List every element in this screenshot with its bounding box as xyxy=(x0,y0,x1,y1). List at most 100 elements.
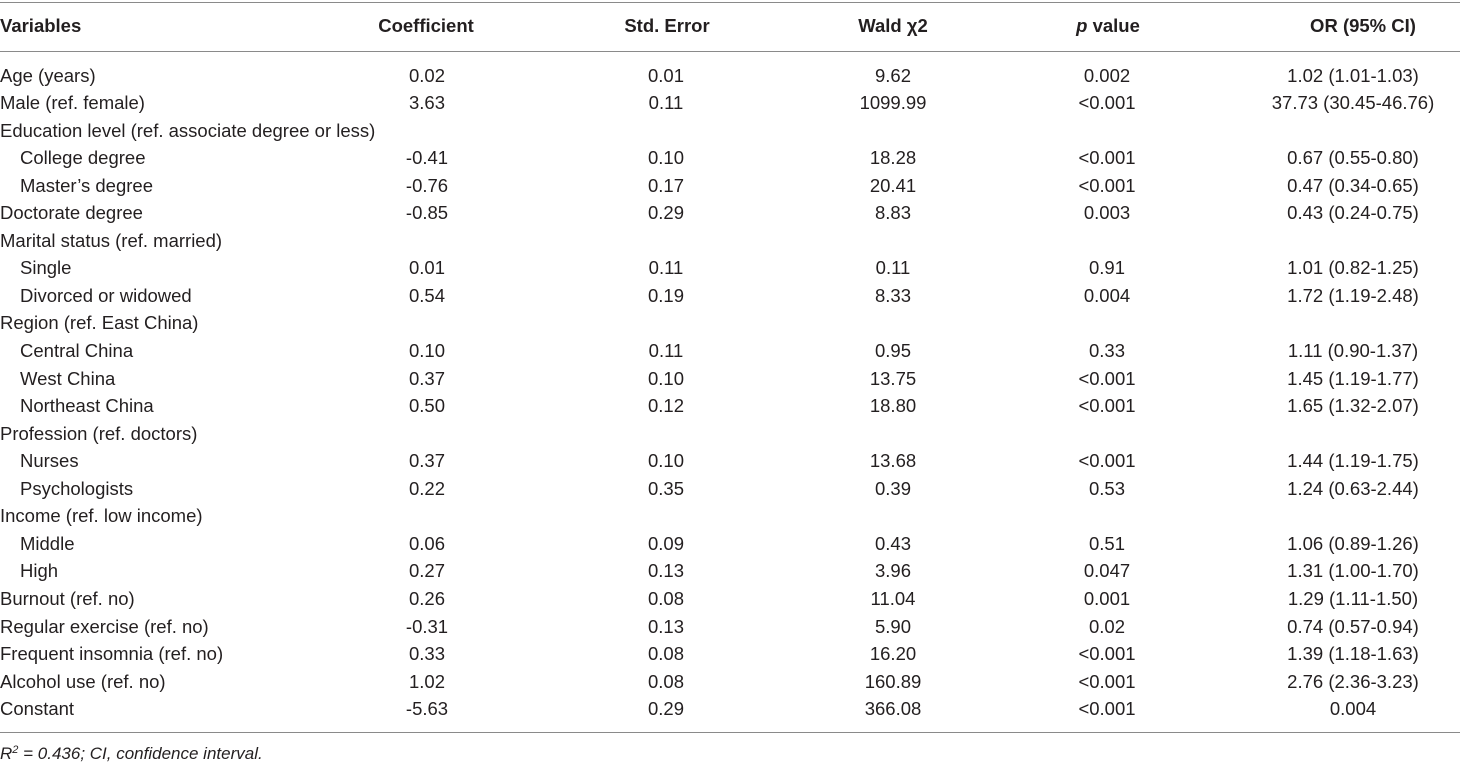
table-row: Frequent insomnia (ref. no) 0.33 0.08 16.20… xyxy=(0,640,1460,668)
or-ci-cell: 1.29 (1.11-1.50) xyxy=(1287,587,1419,609)
table-row: Income (ref. low income) xyxy=(0,502,1460,530)
table-row: Middle 0.06 0.09 0.43 0.51 1.06 (0.89-1.26) xyxy=(0,530,1460,558)
coefficient-cell: -5.63 xyxy=(405,698,449,720)
p-value-cell: <0.001 xyxy=(1078,367,1136,389)
wald-cell: 366.08 xyxy=(864,698,922,720)
variable-cell: Region (ref. East China) xyxy=(0,312,199,334)
table-row: Education level (ref. associate degree o… xyxy=(0,117,1460,145)
coefficient-cell: 0.37 xyxy=(408,450,446,472)
coefficient-cell: 1.02 xyxy=(408,670,446,692)
table-row: Doctorate degree -0.85 0.29 8.83 0.003 0.43 (… xyxy=(0,199,1460,227)
footnote-text: = 0.436; CI, confidence interval. xyxy=(18,744,263,763)
variable-cell: Northeast China xyxy=(20,395,154,417)
std-error-cell: 0.08 xyxy=(647,643,685,665)
wald-cell: 16.20 xyxy=(869,643,917,665)
variable-cell: Middle xyxy=(20,532,75,554)
table-row: Constant -5.63 0.29 366.08 <0.001 0.004 xyxy=(0,695,1460,723)
wald-cell: 5.90 xyxy=(874,615,912,637)
table-row: Alcohol use (ref. no) 1.02 0.08 160.89 <0.00… xyxy=(0,668,1460,696)
wald-cell: 18.28 xyxy=(869,147,917,169)
coefficient-cell: 0.27 xyxy=(408,560,446,582)
wald-cell: 1099.99 xyxy=(859,92,927,114)
wald-cell: 160.89 xyxy=(864,670,922,692)
std-error-cell: 0.13 xyxy=(647,560,685,582)
variable-cell: Profession (ref. doctors) xyxy=(0,422,198,444)
or-ci-cell: 1.24 (0.63-2.44) xyxy=(1287,477,1419,499)
or-ci-cell: 1.02 (1.01-1.03) xyxy=(1287,64,1419,86)
wald-cell: 11.04 xyxy=(870,587,916,609)
header-variables: Variables xyxy=(0,15,82,36)
variable-cell: Male (ref. female) xyxy=(0,92,145,114)
table-row: Psychologists 0.22 0.35 0.39 0.53 1.24 (0.63-… xyxy=(0,475,1460,503)
table-row: Nurses 0.37 0.10 13.68 <0.001 1.44 (1.19-1.75… xyxy=(0,447,1460,475)
or-ci-cell: 0.47 (0.34-0.65) xyxy=(1287,174,1419,196)
header-std-error: Std. Error xyxy=(624,15,710,36)
wald-cell: 8.83 xyxy=(874,202,912,224)
variable-cell: Doctorate degree xyxy=(0,202,143,224)
variable-cell: Marital status (ref. married) xyxy=(0,229,223,251)
variable-cell: Alcohol use (ref. no) xyxy=(0,670,166,692)
variable-cell: Central China xyxy=(20,340,134,361)
table-row: Age (years) 0.02 0.01 9.62 0.002 1.02 (1.01-1… xyxy=(0,62,1460,90)
std-error-cell: 0.11 xyxy=(648,257,684,279)
table-row: Marital status (ref. married) xyxy=(0,227,1460,255)
wald-cell: 18.80 xyxy=(869,395,917,417)
p-value-cell: <0.001 xyxy=(1078,643,1136,665)
coefficient-cell: 0.26 xyxy=(408,587,446,609)
coefficient-cell: 0.22 xyxy=(408,477,446,499)
p-value-cell: <0.001 xyxy=(1078,450,1136,472)
coefficient-cell: 0.37 xyxy=(408,367,446,389)
footnote-r: R xyxy=(0,744,13,763)
or-ci-cell: 0.004 xyxy=(1329,698,1377,720)
variable-cell: Constant xyxy=(0,698,75,720)
std-error-cell: 0.08 xyxy=(647,670,685,692)
table-row: Master’s degree -0.76 0.17 20.41 <0.001 0.47 … xyxy=(0,172,1460,200)
variable-cell: West China xyxy=(20,367,116,389)
coefficient-cell: 3.63 xyxy=(408,92,446,114)
p-value-cell: 0.003 xyxy=(1083,202,1131,224)
variable-cell: Income (ref. low income) xyxy=(0,505,203,527)
wald-cell: 0.43 xyxy=(874,532,912,554)
std-error-cell: 0.09 xyxy=(647,532,685,554)
p-value-cell: <0.001 xyxy=(1078,395,1136,417)
table-header-rule xyxy=(0,51,1460,52)
std-error-cell: 0.29 xyxy=(647,202,685,224)
table-row: Burnout (ref. no) 0.26 0.08 11.04 0.001 1.29 … xyxy=(0,585,1460,613)
table-header-row: Variables Coefficient Std. Error Wald χ2… xyxy=(0,10,1460,42)
variable-cell: Divorced or widowed xyxy=(20,284,192,306)
p-value-cell: 0.004 xyxy=(1083,284,1131,306)
table-row: Male (ref. female) 3.63 0.11 1099.99 <0.001 3… xyxy=(0,89,1460,117)
p-value-cell: <0.001 xyxy=(1078,670,1136,692)
p-value-cell: 0.002 xyxy=(1083,64,1131,86)
header-coefficient: Coefficient xyxy=(378,15,474,36)
variable-cell: Burnout (ref. no) xyxy=(0,587,135,609)
or-ci-cell: 1.39 (1.18-1.63) xyxy=(1287,643,1419,665)
std-error-cell: 0.35 xyxy=(647,477,685,499)
coefficient-cell: -0.31 xyxy=(405,615,449,637)
or-ci-cell: 37.73 (30.45-46.76) xyxy=(1271,92,1435,114)
table-row: Single 0.01 0.11 0.11 0.91 1.01 (0.82-1.25) xyxy=(0,254,1460,282)
table-row: Northeast China 0.50 0.12 18.80 <0.001 1.65 (… xyxy=(0,392,1460,420)
p-value-cell: 0.91 xyxy=(1088,257,1126,279)
coefficient-cell: 0.50 xyxy=(408,395,446,417)
table-row: High 0.27 0.13 3.96 0.047 1.31 (1.00-1.70) xyxy=(0,557,1460,585)
table-top-rule xyxy=(0,2,1460,3)
variable-cell: Education level (ref. associate degree o… xyxy=(0,119,376,141)
variable-cell: Regular exercise (ref. no) xyxy=(0,615,209,637)
header-p-italic: p xyxy=(1076,15,1088,36)
header-p-rest: value xyxy=(1087,15,1140,36)
variable-cell: High xyxy=(20,560,59,582)
variable-cell: College degree xyxy=(20,147,146,169)
header-p-value: p value xyxy=(1076,10,1140,42)
p-value-cell: <0.001 xyxy=(1078,698,1136,720)
variable-cell: Master’s degree xyxy=(20,174,153,196)
variable-cell: Age (years) xyxy=(0,64,96,86)
p-value-cell: <0.001 xyxy=(1078,147,1136,169)
wald-cell: 0.95 xyxy=(874,340,912,361)
std-error-cell: 0.13 xyxy=(647,615,685,637)
coefficient-cell: 0.01 xyxy=(408,257,446,279)
or-ci-cell: 1.06 (0.89-1.26) xyxy=(1287,532,1419,554)
wald-cell: 20.41 xyxy=(869,174,917,196)
std-error-cell: 0.19 xyxy=(647,284,685,306)
or-ci-cell: 2.76 (2.36-3.23) xyxy=(1287,670,1419,692)
